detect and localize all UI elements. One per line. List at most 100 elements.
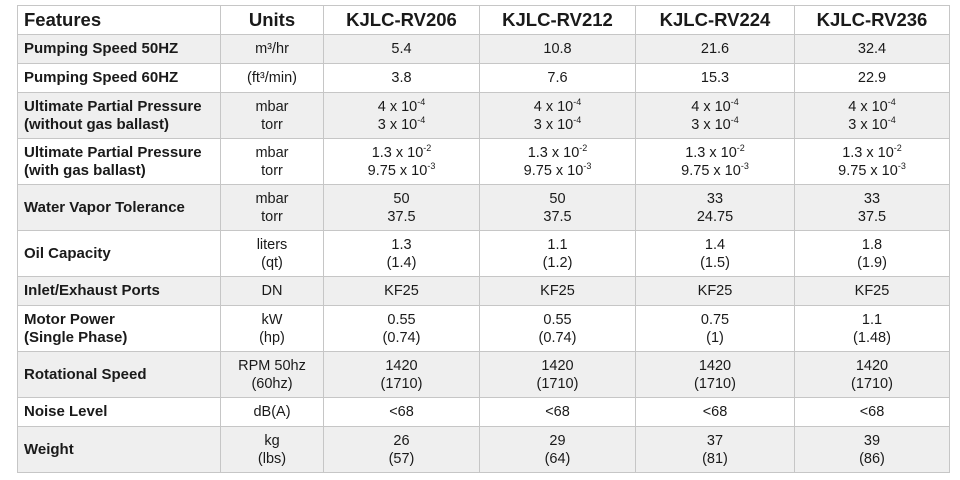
- cell-line: 21.6: [700, 41, 730, 57]
- cell-line: 5.4: [391, 41, 412, 57]
- exponent: -4: [417, 114, 426, 125]
- exponent: -4: [887, 114, 896, 125]
- value-cell: KF25: [479, 276, 636, 306]
- exponent: -2: [579, 142, 588, 153]
- header-model-rv224: KJLC-RV224: [635, 5, 795, 35]
- cell-line: torr: [261, 208, 283, 225]
- cell-line: 1.1: [861, 311, 883, 328]
- cell-line: 0.55: [387, 311, 416, 328]
- table-row: Ultimate Partial Pressure (without gas ba…: [17, 92, 950, 139]
- cell-line: KF25: [384, 283, 419, 299]
- exponent: -4: [573, 96, 582, 107]
- value-cell: 1.1 (1.2): [479, 230, 636, 277]
- header-features: Features: [17, 5, 221, 35]
- value-cell: 50 37.5: [479, 184, 636, 231]
- cell-line: (with gas ballast): [24, 161, 146, 179]
- value-cell: 0.55 (0.74): [323, 305, 480, 352]
- cell-line: (64): [544, 450, 571, 467]
- table-row: Weight kg (lbs) 26 (57) 29 (64) 37 (81) 39 (86): [17, 426, 950, 473]
- value-cell: 7.6: [479, 63, 636, 93]
- value-cell: 1420 (1710): [323, 351, 480, 398]
- units-cell: kW (hp): [220, 305, 324, 352]
- cell-line: liters: [256, 236, 288, 253]
- table-row: Ultimate Partial Pressure (with gas balla…: [17, 138, 950, 185]
- cell-line: kg: [264, 432, 280, 449]
- value-cell: KF25: [794, 276, 950, 306]
- units-cell: dB(A): [220, 397, 324, 427]
- exponent: -4: [730, 114, 739, 125]
- cell-line: (1.5): [700, 254, 730, 271]
- cell-line: 4 x 10-4: [377, 96, 426, 115]
- cell-line: torr: [261, 162, 283, 179]
- feature-cell: Noise Level: [17, 397, 221, 427]
- cell-line: (0.74): [382, 329, 421, 346]
- cell-line: 1.3 x 10-2: [685, 142, 745, 161]
- table-row: Pumping Speed 60HZ (ft³/min) 3.8 7.6 15.3 22.…: [17, 63, 950, 93]
- value-cell: 1.4 (1.5): [635, 230, 795, 277]
- units-cell: DN: [220, 276, 324, 306]
- cell-line: Noise Level: [24, 403, 108, 420]
- value-cell: 10.8: [479, 34, 636, 64]
- units-cell: RPM 50hz (60hz): [220, 351, 324, 398]
- exponent: -3: [583, 160, 592, 171]
- cell-line: <68: [859, 404, 885, 420]
- table-row: Rotational Speed RPM 50hz (60hz) 1420 (1710)…: [17, 351, 950, 398]
- cell-line: (57): [388, 450, 415, 467]
- cell-line: (hp): [259, 329, 285, 346]
- value-cell: <68: [794, 397, 950, 427]
- cell-line: (ft³/min): [247, 70, 297, 86]
- cell-line: 22.9: [857, 70, 887, 86]
- feature-cell: Ultimate Partial Pressure (without gas ba…: [17, 92, 221, 139]
- feature-cell: Pumping Speed 60HZ: [17, 63, 221, 93]
- cell-line: 37.5: [857, 208, 887, 225]
- cell-line: 50: [549, 190, 566, 207]
- cell-line: Pumping Speed 60HZ: [24, 69, 179, 86]
- value-cell: 1420 (1710): [479, 351, 636, 398]
- value-cell: 22.9: [794, 63, 950, 93]
- cell-line: (1710): [380, 375, 423, 392]
- cell-line: mbar: [255, 190, 289, 207]
- cell-line: (1): [706, 329, 724, 346]
- cell-line: (81): [702, 450, 728, 467]
- cell-line: 3 x 10-4: [691, 114, 739, 133]
- value-cell: 0.75 (1): [635, 305, 795, 352]
- cell-line: dB(A): [253, 404, 291, 420]
- cell-line: 1.3: [391, 236, 412, 253]
- exponent: -3: [740, 160, 749, 171]
- cell-line: KF25: [854, 283, 890, 299]
- units-cell: mbar torr: [220, 184, 324, 231]
- cell-line: (1710): [536, 375, 579, 392]
- value-cell: 1.3 x 10-2 9.75 x 10-3: [323, 138, 480, 185]
- exponent: -4: [730, 96, 739, 107]
- cell-line: Inlet/Exhaust Ports: [24, 282, 160, 299]
- cell-line: 37.5: [387, 208, 416, 225]
- cell-line: (1.48): [853, 329, 891, 346]
- specifications-table: Features Units KJLC-RV206 KJLC-RV212 KJL…: [17, 5, 950, 473]
- exponent: -2: [423, 142, 432, 153]
- exponent: -2: [736, 142, 745, 153]
- units-cell: liters (qt): [220, 230, 324, 277]
- cell-line: 39: [863, 432, 881, 449]
- value-cell: 1.1 (1.48): [794, 305, 950, 352]
- cell-line: Ultimate Partial Pressure: [24, 143, 202, 161]
- exponent: -3: [897, 160, 906, 171]
- cell-line: 37: [706, 432, 724, 449]
- cell-line: 24.75: [696, 208, 734, 225]
- table-row: Water Vapor Tolerance mbar torr 50 37.5 50 37.…: [17, 184, 950, 231]
- value-cell: 3.8: [323, 63, 480, 93]
- cell-line: torr: [261, 116, 283, 133]
- value-cell: 1.3 x 10-2 9.75 x 10-3: [635, 138, 795, 185]
- units-cell: m³/hr: [220, 34, 324, 64]
- feature-cell: Rotational Speed: [17, 351, 221, 398]
- value-cell: 33 37.5: [794, 184, 950, 231]
- exponent: -2: [893, 142, 902, 153]
- value-cell: 4 x 10-4 3 x 10-4: [479, 92, 636, 139]
- cell-line: (60hz): [251, 375, 293, 392]
- table-row: Noise Level dB(A) <68 <68 <68 <68: [17, 397, 950, 427]
- cell-line: (1710): [694, 375, 736, 392]
- value-cell: KF25: [635, 276, 795, 306]
- table-row: Pumping Speed 50HZ m³/hr 5.4 10.8 21.6 32.4: [17, 34, 950, 64]
- value-cell: KF25: [323, 276, 480, 306]
- value-cell: 4 x 10-4 3 x 10-4: [635, 92, 795, 139]
- feature-cell: Oil Capacity: [17, 230, 221, 277]
